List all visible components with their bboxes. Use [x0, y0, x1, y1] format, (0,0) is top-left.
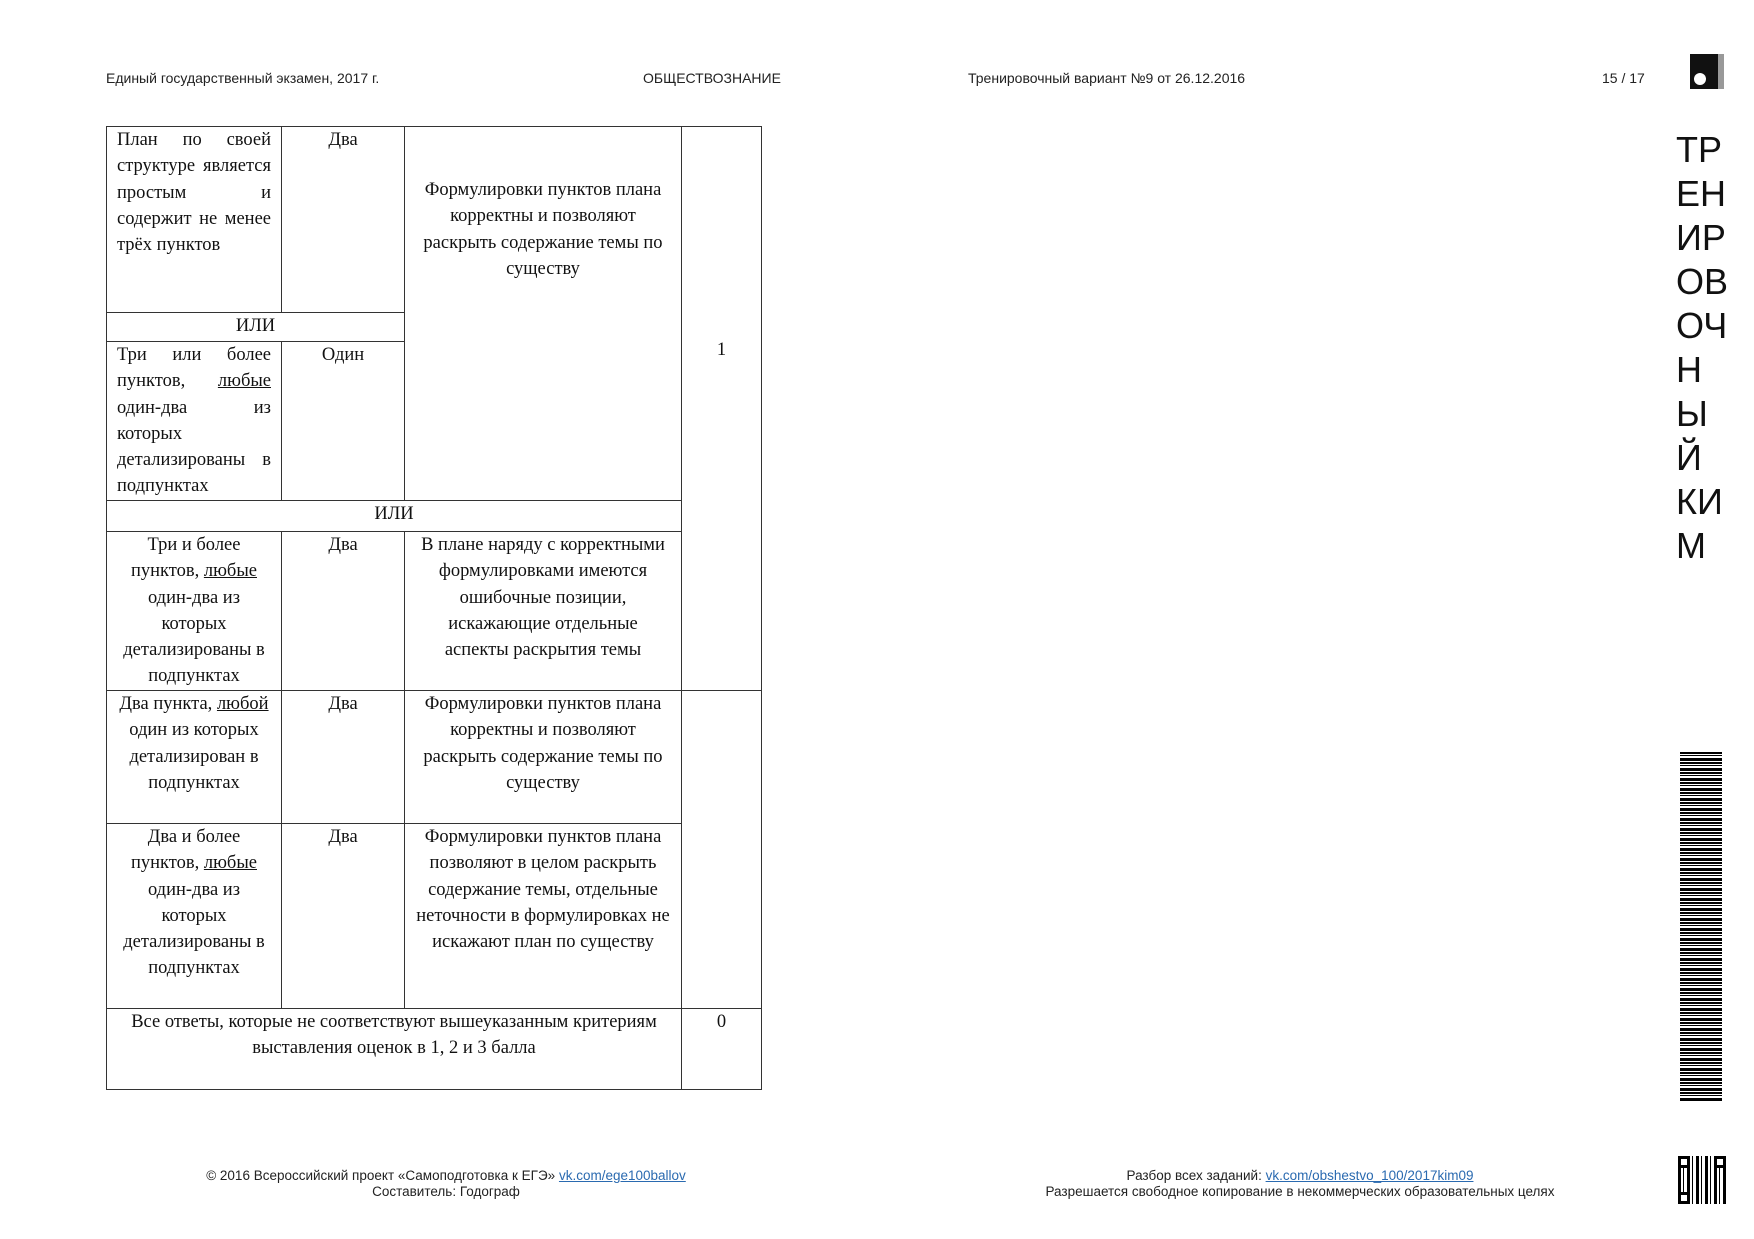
or-separator: ИЛИ — [106, 500, 682, 532]
header-exam-title: Единый государственный экзамен, 2017 г. — [106, 70, 380, 86]
cell-wording: Формулировки пунктов плана корректны и п… — [404, 126, 682, 501]
cell-wording: Формулировки пунктов плана корректны и п… — [404, 690, 682, 824]
qr-code-icon — [1678, 1156, 1726, 1204]
cell-structure: Два пункта, любой один из которых детали… — [106, 690, 282, 824]
cell-other-answers: Все ответы, которые не соответствуют выш… — [106, 1008, 682, 1090]
table-row: Все ответы, которые не соответствуют выш… — [106, 1008, 762, 1090]
cell-structure: План по своей структуре является простым… — [106, 126, 282, 313]
cell-score: 1 — [681, 126, 762, 691]
table-row: Два пункта, любой один из которых детали… — [106, 690, 762, 1009]
cell-count: Один — [281, 341, 405, 501]
cell-structure: Три или более пунктов, любые один-два из… — [106, 341, 282, 501]
table-row: Три и более пунктов, любые один-два из к… — [106, 531, 762, 691]
cell-structure: Два и более пунктов, любые один-два из к… — [106, 823, 282, 1009]
cell-wording: В плане наряду с корректными формулировк… — [404, 531, 682, 691]
cell-score: 0 — [681, 1008, 762, 1090]
cell-wording: Формулировки пунктов плана позволяют в ц… — [404, 823, 682, 1009]
header-subject: ОБЩЕСТВОЗНАНИЕ — [643, 70, 781, 86]
vk-project-link[interactable]: vk.com/ege100ballov — [558, 1168, 686, 1183]
criteria-table: План по своей структуре является простым… — [106, 126, 762, 1090]
or-separator: ИЛИ — [106, 312, 405, 342]
vk-solutions-link[interactable]: vk.com/obshestvo_100/2017kim09 — [1265, 1168, 1474, 1183]
footer-left: © 2016 Всероссийский проект «Самоподгото… — [206, 1168, 686, 1199]
cell-count: Два — [281, 823, 405, 1009]
cell-count: Два — [281, 126, 405, 313]
table-row: План по своей структуре является простым… — [106, 126, 762, 691]
logo-icon — [1690, 54, 1724, 89]
cell-structure: Три и более пунктов, любые один-два из к… — [106, 531, 282, 691]
footer-right: Разбор всех заданий: vk.com/obshestvo_10… — [1045, 1168, 1555, 1199]
table-row: ИЛИ — [106, 500, 762, 532]
cell-count: Два — [281, 690, 405, 824]
side-watermark-text: ТРЕНИРОВОЧНЫЙ КИМ — [1676, 129, 1729, 566]
table-row: ИЛИ — [106, 312, 762, 342]
barcode-icon — [1680, 752, 1722, 1102]
cell-score-empty — [681, 690, 762, 1009]
cell-count: Два — [281, 531, 405, 691]
header-variant: Тренировочный вариант №9 от 26.12.2016 — [968, 70, 1246, 86]
page-number: 15 / 17 — [1602, 70, 1645, 86]
table-row: Два и более пунктов, любые один-два из к… — [106, 823, 762, 1009]
